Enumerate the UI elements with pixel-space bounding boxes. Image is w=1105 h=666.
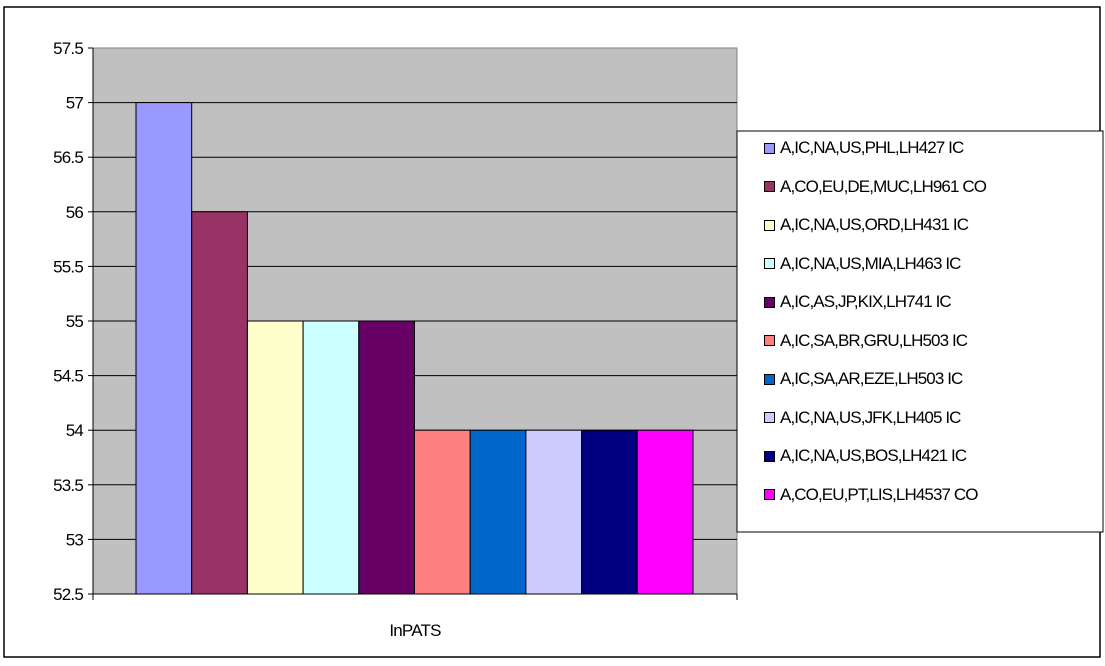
bar-9 xyxy=(581,429,638,595)
legend-item: A,IC,SA,AR,EZE,LH503 IC xyxy=(764,369,963,389)
bar-6 xyxy=(414,429,471,595)
bar-2 xyxy=(191,211,248,595)
y-tick-label: 54 xyxy=(66,421,84,440)
legend-swatch xyxy=(764,181,775,192)
legend-swatch xyxy=(764,142,775,154)
legend-item: A,CO,EU,DE,MUC,LH961 CO xyxy=(764,176,987,197)
y-tick-label: 56 xyxy=(66,203,84,222)
legend-swatch xyxy=(764,335,775,346)
legend-swatch xyxy=(764,296,775,308)
y-tick-label: 54.5 xyxy=(53,367,83,386)
y-tick-label: 57.5 xyxy=(53,39,83,58)
legend-label: A,CO,EU,PT,LIS,LH4537 CO xyxy=(780,484,979,504)
y-tick-label: 56.5 xyxy=(53,148,83,167)
y-tick-label: 53.5 xyxy=(53,476,83,495)
y-tick-label: 55 xyxy=(66,312,84,331)
legend-item: A,IC,SA,BR,GRU,LH503 IC xyxy=(764,330,968,351)
legend-item: A,IC,NA,US,PHL,LH427 IC xyxy=(764,138,964,158)
legend-swatch xyxy=(764,373,775,385)
legend-label: A,IC,SA,AR,EZE,LH503 IC xyxy=(780,369,963,388)
bar-4 xyxy=(302,320,360,595)
legend-label: A,IC,NA,US,MIA,LH463 IC xyxy=(780,253,961,273)
legend-swatch xyxy=(764,258,775,269)
bar-7 xyxy=(469,429,527,595)
y-tick-label: 53 xyxy=(66,530,84,549)
legend-label: A,IC,AS,JP,KIX,LH741 IC xyxy=(780,292,952,311)
bar-3 xyxy=(246,320,304,595)
legend-item: A,IC,NA,US,BOS,LH421 IC xyxy=(764,446,967,466)
bar-8 xyxy=(525,429,583,595)
legend-item: A,IC,NA,US,JFK,LH405 IC xyxy=(764,408,961,428)
legend-label: A,IC,NA,US,BOS,LH421 IC xyxy=(780,446,967,465)
legend-item: A,CO,EU,PT,LIS,LH4537 CO xyxy=(764,484,979,505)
legend-swatch xyxy=(764,219,775,231)
y-tick-label: 57 xyxy=(66,94,84,113)
legend-box xyxy=(736,130,1104,533)
legend-label: A,IC,SA,BR,GRU,LH503 IC xyxy=(780,330,968,350)
legend-swatch xyxy=(764,489,775,500)
x-tick-labels: InPATS xyxy=(389,621,442,640)
legend-label: A,CO,EU,DE,MUC,LH961 CO xyxy=(780,176,987,196)
legend-item: A,IC,AS,JP,KIX,LH741 IC xyxy=(764,292,952,312)
legend-swatch xyxy=(764,450,775,462)
legend-label: A,IC,NA,US,JFK,LH405 IC xyxy=(780,407,961,427)
y-tick-labels: 52.5 53 53.5 54 54.5 55 55.5 56 56.5 57 57.5 xyxy=(53,39,93,604)
y-tick-label: 52.5 xyxy=(53,585,83,604)
bar-1 xyxy=(135,102,193,595)
bars xyxy=(135,102,694,595)
bar-10 xyxy=(636,429,694,595)
legend-swatch xyxy=(764,412,775,423)
y-tick-label: 55.5 xyxy=(53,257,83,276)
x-tick-label: InPATS xyxy=(389,621,441,640)
legend-item: A,IC,NA,US,MIA,LH463 IC xyxy=(764,254,961,274)
legend-label: A,IC,NA,US,PHL,LH427 IC xyxy=(780,138,964,157)
legend-label: A,IC,NA,US,ORD,LH431 IC xyxy=(780,215,969,234)
bar-5 xyxy=(358,320,415,595)
legend-item: A,IC,NA,US,ORD,LH431 IC xyxy=(764,215,969,235)
